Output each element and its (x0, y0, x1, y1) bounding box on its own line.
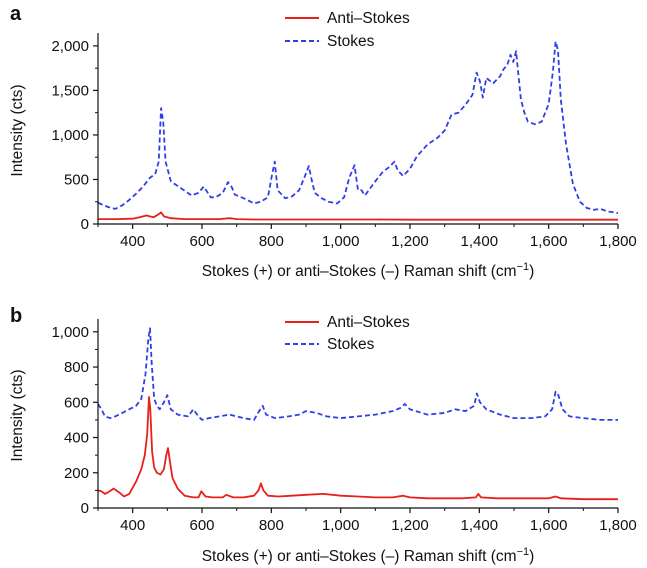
y-tick-label: 2,000 (51, 38, 89, 55)
legend-label: Anti–Stokes (327, 10, 410, 27)
x-tick-label: 400 (120, 517, 145, 534)
legend-label: Stokes (327, 336, 375, 353)
x-tick-label: 1,800 (599, 233, 637, 250)
y-tick-label: 400 (64, 430, 89, 447)
x-tick-label: 1,600 (530, 233, 568, 250)
panel-a: a 400 600 800 1,000 1,200 1,400 1,600 1,800 0 500 1… (9, 3, 637, 280)
x-axis-label: Stokes (+) or anti–Stokes (–) Raman shif… (202, 546, 535, 565)
x-tick-label: 600 (189, 233, 214, 250)
x-tick-label: 400 (120, 233, 145, 250)
y-tick-label: 1,000 (51, 324, 89, 341)
legend-label: Stokes (327, 33, 375, 50)
y-tick-label: 1,000 (51, 127, 89, 144)
x-tick-label: 800 (259, 517, 284, 534)
y-axis-label: Intensity (cts) (9, 369, 26, 461)
series-line-stokes (97, 40, 619, 215)
x-tick-label: 1,200 (391, 517, 429, 534)
legend-label: Anti–Stokes (327, 314, 410, 331)
x-tick-label: 1,600 (530, 517, 568, 534)
panel-letter: b (10, 305, 22, 327)
y-axis-label: Intensity (cts) (9, 84, 26, 176)
x-tick-label: 800 (259, 233, 284, 250)
y-tick-label: 0 (81, 216, 89, 233)
y-tick-label: 500 (64, 171, 89, 188)
y-tick-label: 800 (64, 359, 89, 376)
y-tick-label: 1,500 (51, 82, 89, 99)
y-tick-label: 0 (81, 500, 89, 517)
x-axis-label: Stokes (+) or anti–Stokes (–) Raman shif… (202, 261, 535, 280)
series-line-anti-stokes (98, 211, 618, 221)
series-line-stokes (97, 327, 618, 421)
series-line-anti-stokes (97, 396, 618, 501)
x-tick-label: 1,000 (322, 517, 360, 534)
x-tick-label: 1,800 (599, 517, 637, 534)
x-tick-label: 1,200 (391, 233, 429, 250)
x-tick-label: 1,000 (322, 233, 360, 250)
panel-letter: a (10, 3, 22, 25)
y-tick-label: 600 (64, 394, 89, 411)
x-tick-label: 1,400 (461, 517, 499, 534)
y-tick-label: 200 (64, 465, 89, 482)
x-tick-label: 600 (189, 517, 214, 534)
x-tick-label: 1,400 (461, 233, 499, 250)
panel-b: b 400 600 800 1,000 1,200 1,400 1,600 1,800 0 200 4… (9, 305, 637, 565)
